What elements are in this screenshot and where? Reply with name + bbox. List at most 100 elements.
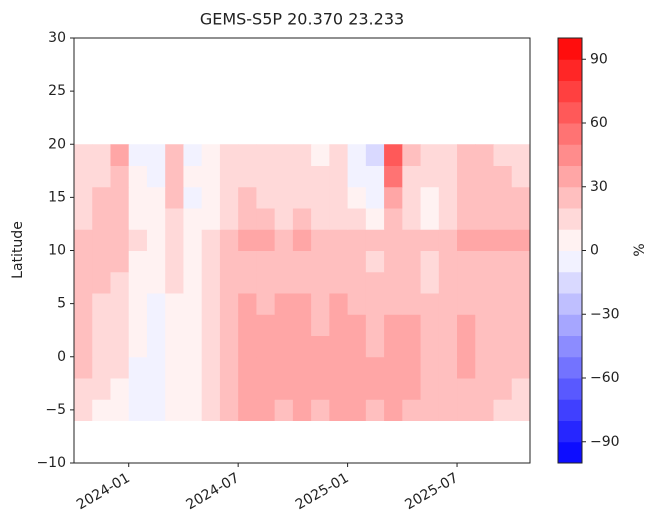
heat-cell <box>238 378 257 400</box>
heat-cell <box>511 271 531 294</box>
heat-cell <box>475 144 495 166</box>
heat-cell <box>384 314 403 336</box>
heat-cell <box>384 378 403 400</box>
heat-cell <box>493 186 513 209</box>
heat-cell <box>183 250 203 273</box>
heat-cell <box>311 186 330 209</box>
heat-cell <box>438 229 458 251</box>
heat-cell <box>402 399 422 421</box>
heat-cell <box>329 208 349 230</box>
heat-cell <box>128 356 148 379</box>
heat-cell <box>365 208 385 230</box>
heat-cell <box>329 335 349 358</box>
heat-cell <box>183 293 203 315</box>
heat-cell <box>475 378 495 400</box>
heat-cell <box>165 356 184 379</box>
heat-cell <box>256 250 276 273</box>
heat-cell <box>457 356 476 379</box>
heat-cell <box>347 335 367 358</box>
y-tick-label: −10 <box>36 455 66 471</box>
heat-cell <box>329 356 349 379</box>
heat-cell <box>311 271 330 294</box>
heat-cell <box>511 208 531 230</box>
heat-cell <box>183 378 203 400</box>
heat-cell <box>347 229 367 251</box>
heat-cell <box>92 229 111 251</box>
colorbar-band <box>558 293 582 315</box>
heat-cell <box>420 378 440 400</box>
colorbar-tick-label: 0 <box>590 243 599 259</box>
colorbar-band <box>558 80 582 103</box>
heat-cell <box>146 165 166 188</box>
heat-cell <box>384 144 403 166</box>
heat-cell <box>438 378 458 400</box>
heat-cell <box>146 399 166 421</box>
heat-cell <box>219 271 239 294</box>
heat-cell <box>365 186 385 209</box>
heat-cell <box>146 250 166 273</box>
heat-cell <box>384 229 403 251</box>
heat-cell <box>311 335 330 358</box>
heat-cell <box>457 144 476 166</box>
heat-cell <box>493 229 513 251</box>
heat-cell <box>74 378 93 400</box>
heat-cell <box>92 399 111 421</box>
colorbar-band <box>558 271 582 294</box>
heat-cell <box>384 165 403 188</box>
heat-cell <box>292 293 312 315</box>
heat-cell <box>493 356 513 379</box>
heat-cell <box>347 144 367 166</box>
heat-cell <box>274 144 294 166</box>
heat-cell <box>274 186 294 209</box>
heat-cell <box>146 293 166 315</box>
heat-cell <box>347 356 367 379</box>
heat-cell <box>420 208 440 230</box>
colorbar-tick-label: 30 <box>590 179 608 195</box>
colorbar-band <box>558 59 582 81</box>
heat-cell <box>165 250 184 273</box>
heat-cell <box>165 293 184 315</box>
heat-cell <box>183 229 203 251</box>
heat-cell <box>420 250 440 273</box>
heat-cell <box>183 144 203 166</box>
heat-cell <box>493 293 513 315</box>
heat-cell <box>493 165 513 188</box>
heat-cell <box>238 250 257 273</box>
heat-cell <box>493 250 513 273</box>
heat-cell <box>238 314 257 336</box>
y-axis-label: Latitude <box>10 221 26 279</box>
heat-cell <box>365 356 385 379</box>
heat-cell <box>110 186 130 209</box>
heat-cell <box>438 271 458 294</box>
heat-cell <box>384 335 403 358</box>
heat-cell <box>311 356 330 379</box>
colorbar-band <box>558 144 582 166</box>
heat-cell <box>329 229 349 251</box>
heat-cell <box>74 356 93 379</box>
heat-cell <box>402 144 422 166</box>
heat-cell <box>292 378 312 400</box>
heat-cell <box>402 378 422 400</box>
heat-cell <box>219 186 239 209</box>
heat-cell <box>365 335 385 358</box>
heat-cell <box>74 186 93 209</box>
heat-cell <box>110 208 130 230</box>
colorbar-label: % <box>632 243 648 256</box>
heat-cell <box>347 271 367 294</box>
heat-cell <box>493 144 513 166</box>
heat-cell <box>92 208 111 230</box>
heat-cell <box>74 271 93 294</box>
heat-cell <box>292 356 312 379</box>
heat-cell <box>92 144 111 166</box>
heat-cell <box>329 144 349 166</box>
heat-cell <box>384 399 403 421</box>
heat-cell <box>128 208 148 230</box>
heat-cell <box>493 335 513 358</box>
heat-cell <box>165 186 184 209</box>
chart-title: GEMS-S5P 20.370 23.233 <box>200 10 404 29</box>
x-tick-label: 2024-01 <box>74 470 133 513</box>
colorbar-band <box>558 250 582 273</box>
heat-cell <box>201 250 221 273</box>
heat-cell <box>274 378 294 400</box>
heat-cell <box>92 293 111 315</box>
